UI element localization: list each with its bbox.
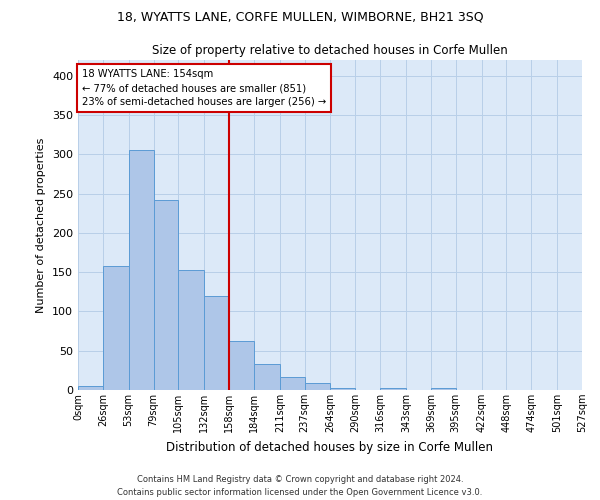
Bar: [380, 388, 406, 390]
Bar: [331, 388, 355, 390]
Bar: [178, 270, 204, 390]
Title: Size of property relative to detached houses in Corfe Mullen: Size of property relative to detached ho…: [152, 44, 508, 58]
Bar: [78, 386, 103, 390]
Bar: [431, 388, 456, 390]
Bar: [204, 296, 229, 390]
Text: Contains HM Land Registry data © Crown copyright and database right 2024.
Contai: Contains HM Land Registry data © Crown c…: [118, 476, 482, 497]
Text: 18 WYATTS LANE: 154sqm
← 77% of detached houses are smaller (851)
23% of semi-de: 18 WYATTS LANE: 154sqm ← 77% of detached…: [82, 70, 326, 108]
Y-axis label: Number of detached properties: Number of detached properties: [37, 138, 46, 312]
X-axis label: Distribution of detached houses by size in Corfe Mullen: Distribution of detached houses by size …: [167, 440, 493, 454]
Bar: [103, 266, 128, 390]
Bar: [305, 383, 331, 390]
Bar: [154, 200, 178, 390]
Text: 18, WYATTS LANE, CORFE MULLEN, WIMBORNE, BH21 3SQ: 18, WYATTS LANE, CORFE MULLEN, WIMBORNE,…: [116, 10, 484, 23]
Bar: [229, 342, 254, 390]
Bar: [280, 378, 305, 390]
Bar: [254, 364, 280, 390]
Bar: [128, 150, 154, 390]
